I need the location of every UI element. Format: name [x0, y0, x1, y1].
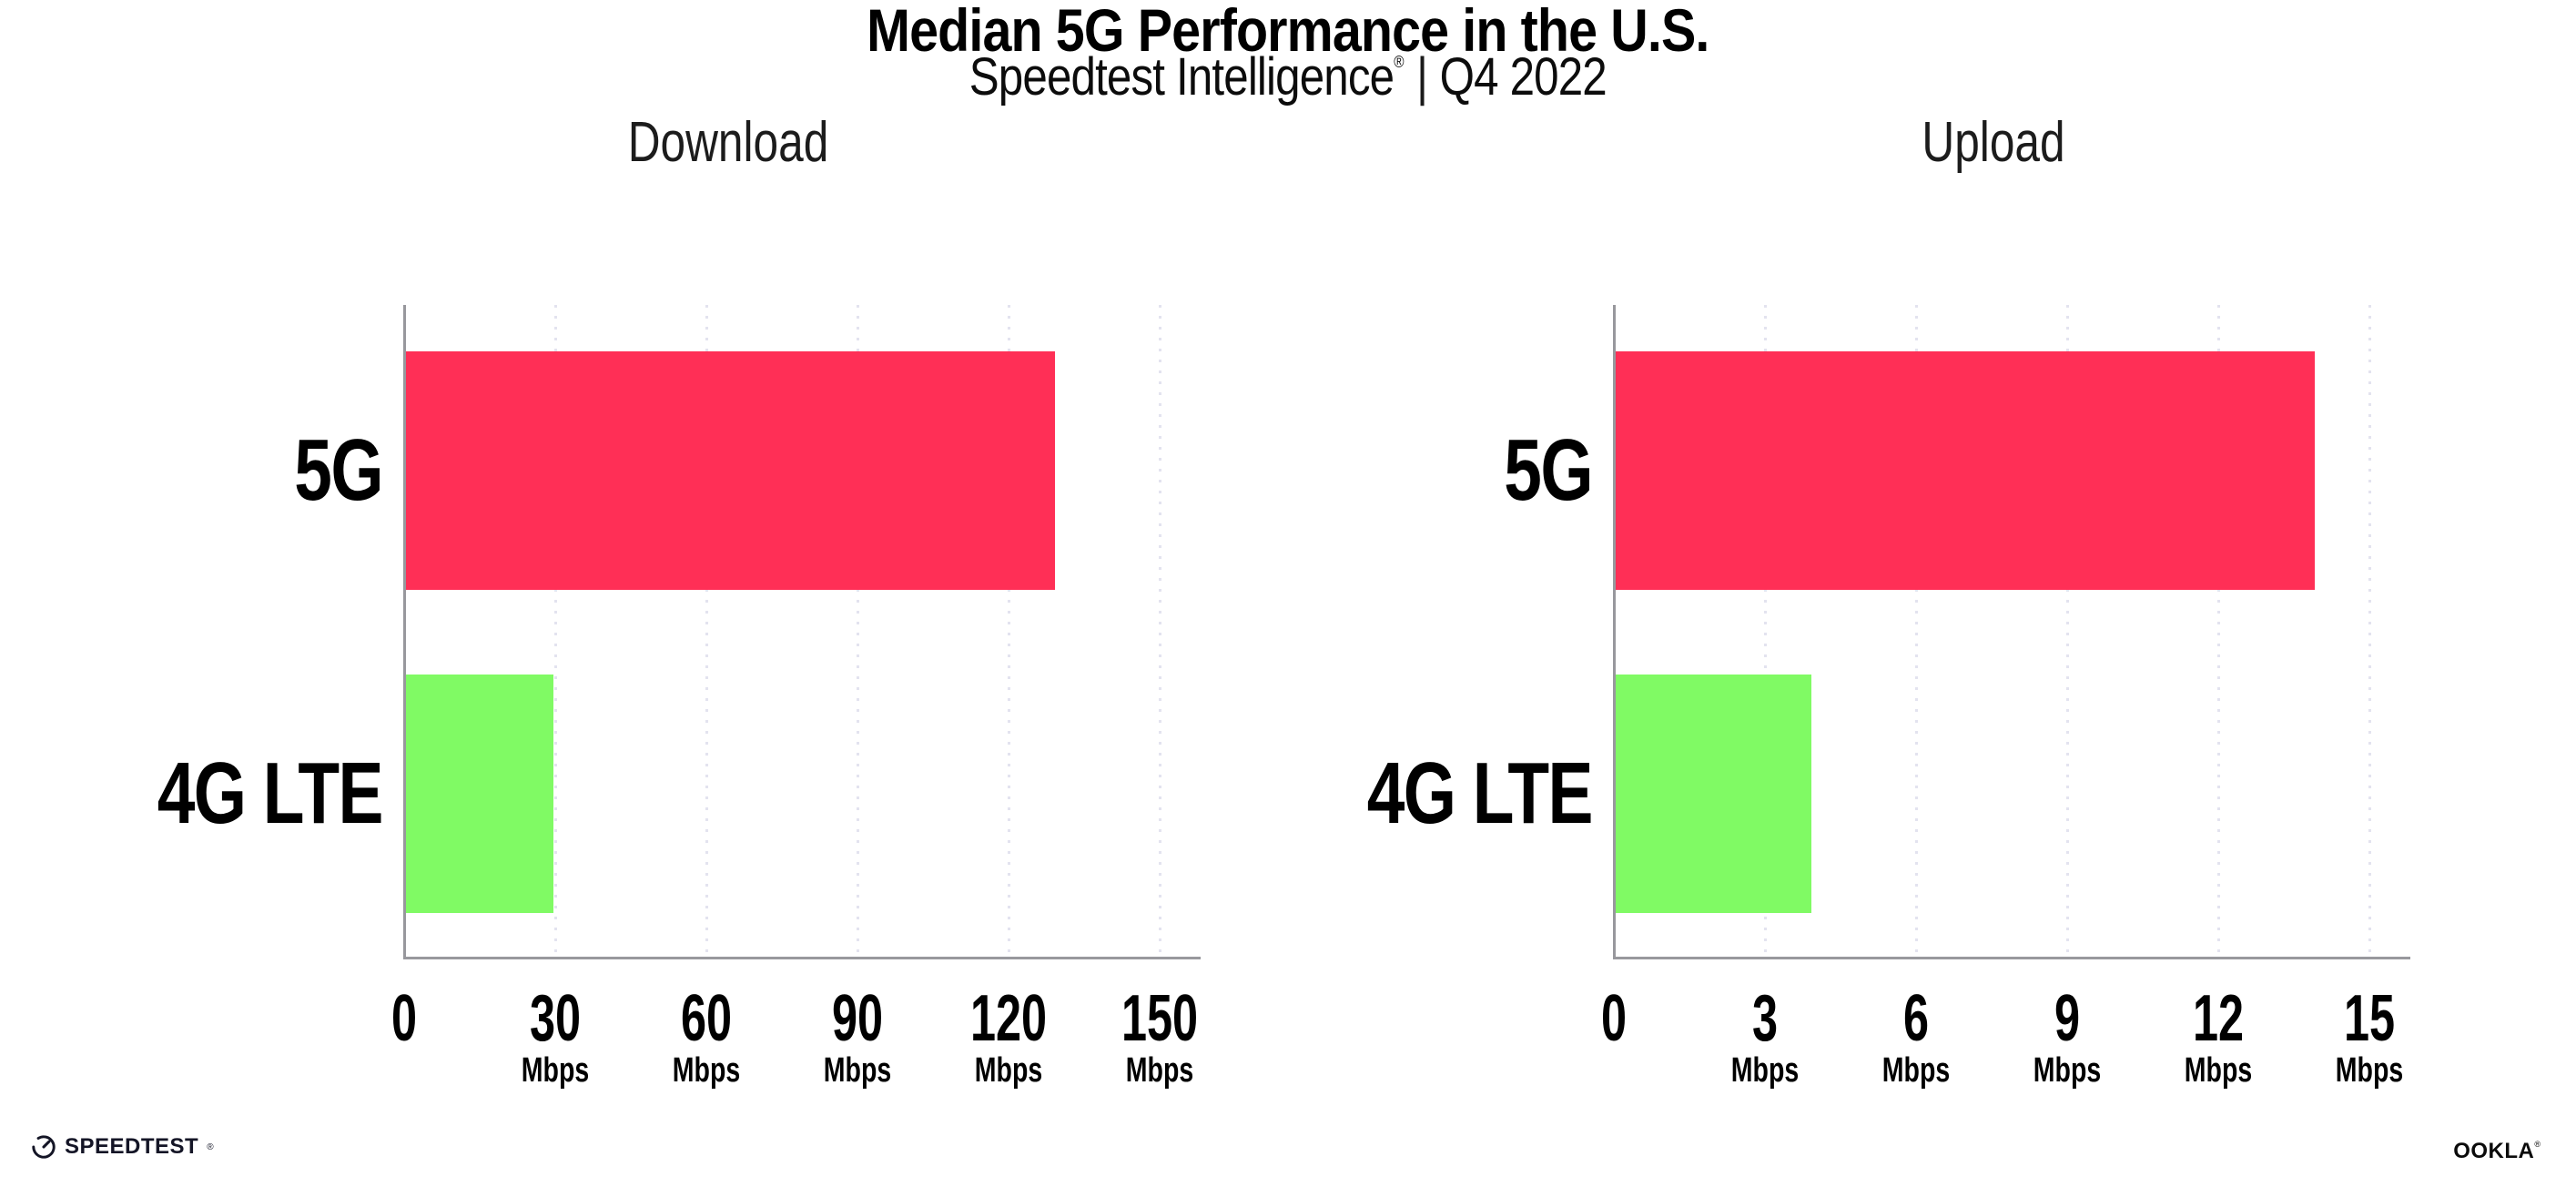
- bar-4g-lte: [405, 675, 553, 913]
- speedtest-logo-text: SPEEDTEST: [65, 1134, 199, 1159]
- ookla-logo-text: OOKLA: [2453, 1139, 2535, 1163]
- row-label-5g: 5G: [294, 421, 383, 519]
- ookla-logo: OOKLA®: [2453, 1141, 2541, 1162]
- gridline-90: [857, 305, 859, 959]
- page-title-text: Median 5G Performance in the U.S.: [867, 0, 1709, 64]
- upload-chart-title: Upload: [1922, 111, 2065, 174]
- subtitle-separator: |: [1416, 47, 1428, 107]
- gridline-30: [554, 305, 557, 959]
- x-tick-label-6: 6: [1902, 982, 1930, 1055]
- x-tick-label-30: 30: [529, 982, 582, 1055]
- x-axis-line: [403, 957, 1201, 959]
- x-tick-label-90: 90: [831, 982, 884, 1055]
- gridline-15: [2368, 305, 2371, 959]
- subtitle-brand: Speedtest Intelligence: [969, 47, 1394, 107]
- x-tick-unit-15: Mbps: [2335, 1051, 2404, 1090]
- x-tick-unit-3: Mbps: [1730, 1051, 1800, 1090]
- row-label-4g-lte: 4G LTE: [157, 745, 384, 842]
- gridline-6: [1915, 305, 1918, 959]
- speedtest-gauge-icon: [32, 1135, 56, 1159]
- bar-5g: [405, 351, 1055, 590]
- row-label-5g: 5G: [1504, 421, 1593, 519]
- y-axis-line: [403, 305, 406, 959]
- page-subtitle: Speedtest Intelligence® | Q4 2022: [0, 51, 2576, 104]
- x-tick-unit-12: Mbps: [2184, 1051, 2253, 1090]
- subtitle-period: Q4 2022: [1439, 47, 1607, 107]
- ookla-registered-mark: ®: [2534, 1140, 2541, 1149]
- gridline-9: [2066, 305, 2069, 959]
- x-tick-label-150: 150: [1121, 982, 1199, 1055]
- gridline-60: [705, 305, 708, 959]
- x-tick-unit-150: Mbps: [1125, 1051, 1194, 1090]
- page-title: Median 5G Performance in the U.S.: [0, 0, 2576, 60]
- x-axis-line: [1613, 957, 2410, 959]
- y-axis-line: [1613, 305, 1616, 959]
- x-tick-unit-60: Mbps: [672, 1051, 741, 1090]
- bar-4g-lte: [1615, 675, 1811, 913]
- x-tick-label-9: 9: [2054, 982, 2081, 1055]
- upload-plot-area: 5G 4G LTE 0 3 Mbps 6 Mbps 9 Mbps 12 Mbps 15 Mbps: [1367, 305, 2410, 1088]
- x-tick-label-60: 60: [680, 982, 733, 1055]
- gridline-120: [1008, 305, 1010, 959]
- x-tick-unit-6: Mbps: [1881, 1051, 1951, 1090]
- x-tick-unit-30: Mbps: [521, 1051, 590, 1090]
- x-tick-label-3: 3: [1751, 982, 1779, 1055]
- x-tick-label-0: 0: [1600, 982, 1628, 1055]
- x-tick-label-15: 15: [2343, 982, 2396, 1055]
- gridline-3: [1764, 305, 1767, 959]
- gridline-12: [2217, 305, 2220, 959]
- registered-mark: ®: [1394, 53, 1405, 71]
- speedtest-registered-mark: ®: [207, 1141, 214, 1152]
- download-plot-area: 5G 4G LTE 0 30 Mbps 60 Mbps 90 Mbps 120 Mbps 150 Mbp…: [157, 305, 1201, 1088]
- bar-5g: [1615, 351, 2316, 590]
- x-tick-label-0: 0: [390, 982, 418, 1055]
- gridline-150: [1159, 305, 1161, 959]
- x-tick-unit-9: Mbps: [2033, 1051, 2102, 1090]
- x-tick-label-120: 120: [969, 982, 1048, 1055]
- x-tick-unit-120: Mbps: [974, 1051, 1043, 1090]
- download-chart-title: Download: [627, 111, 829, 174]
- row-label-4g-lte: 4G LTE: [1366, 745, 1594, 842]
- speedtest-logo: SPEEDTEST ®: [31, 1134, 214, 1160]
- x-tick-unit-90: Mbps: [823, 1051, 892, 1090]
- x-tick-label-12: 12: [2192, 982, 2245, 1055]
